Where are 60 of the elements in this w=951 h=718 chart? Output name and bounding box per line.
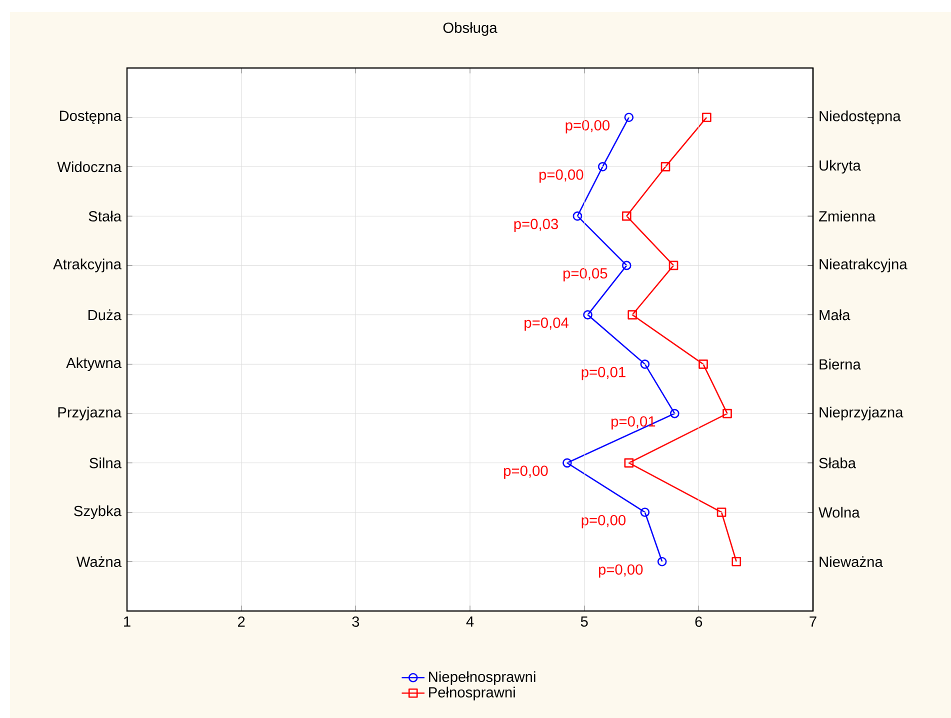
annotation: p=0,05 — [563, 268, 608, 282]
y-tick-label: Duża — [88, 309, 122, 320]
y-tick-label: Atrakcyjna — [53, 258, 122, 272]
y-tick-label: Ważna — [76, 556, 122, 568]
point — [640, 360, 650, 369]
y2-tick-label: Ukryta — [820, 160, 861, 174]
y2-tick-label: Mała — [820, 309, 850, 320]
point — [583, 310, 592, 320]
annotation: p=0,01 — [582, 366, 626, 380]
y2-tick-label: Niedostępna — [820, 110, 901, 124]
x-tick-label: 7 — [810, 616, 816, 627]
x-tick-label: 6 — [695, 616, 702, 627]
point — [668, 260, 678, 270]
point — [698, 360, 708, 369]
y2-tick-label: Słaba — [819, 458, 856, 468]
y2-tick-label: Nieprzyjazna — [820, 406, 904, 420]
annotation: p=0,00 — [598, 564, 643, 578]
y2-tick-label: Zmienna — [818, 210, 876, 222]
point — [722, 408, 732, 418]
x-tick-label: 1 — [124, 616, 130, 627]
point — [702, 112, 712, 122]
point — [660, 162, 670, 172]
chart-title: Obsługa — [443, 22, 498, 36]
y-tick-label: Silna — [90, 458, 122, 468]
point — [622, 211, 632, 221]
y2-tick-label: Nieatrakcyjna — [820, 258, 908, 272]
point — [598, 162, 608, 172]
annotation: p=0,04 — [524, 318, 568, 331]
annotation: p=0,00 — [566, 120, 610, 134]
annotation: p=0,01 — [612, 416, 656, 430]
point — [628, 310, 638, 320]
point — [562, 458, 572, 468]
point — [624, 458, 634, 468]
annotation: p=0,00 — [582, 514, 626, 528]
y2-tick-label: Nieważna — [820, 556, 883, 568]
point — [732, 556, 742, 566]
legend-label: Pełnosprawni — [429, 686, 515, 700]
point — [640, 508, 650, 517]
point — [657, 556, 667, 566]
point — [716, 508, 726, 517]
point — [624, 112, 634, 122]
x-tick-label: 5 — [580, 616, 588, 627]
x-tick-label: 4 — [466, 616, 474, 627]
annotation: p=0,03 — [514, 218, 558, 232]
x-tick-label: 3 — [352, 616, 360, 627]
x-tick-label: 2 — [238, 616, 245, 627]
point — [572, 211, 582, 221]
legend-label: Niepełnosprawni — [429, 671, 536, 685]
point — [670, 408, 680, 418]
y2-tick-label: Wolna — [818, 506, 860, 518]
annotation: p=0,00 — [504, 466, 548, 479]
y-tick-label: Stała — [88, 210, 122, 222]
annotation: p=0,00 — [539, 169, 584, 183]
y-tick-label: Przyjazna — [58, 406, 122, 420]
y-tick-label: Aktywna — [66, 357, 122, 372]
point — [622, 260, 632, 270]
y2-tick-label: Bierna — [820, 358, 861, 370]
y-tick-label: Widoczna — [57, 161, 122, 172]
y-tick-label: Szybka — [74, 505, 122, 520]
y-tick-label: Dostępna — [60, 110, 122, 124]
